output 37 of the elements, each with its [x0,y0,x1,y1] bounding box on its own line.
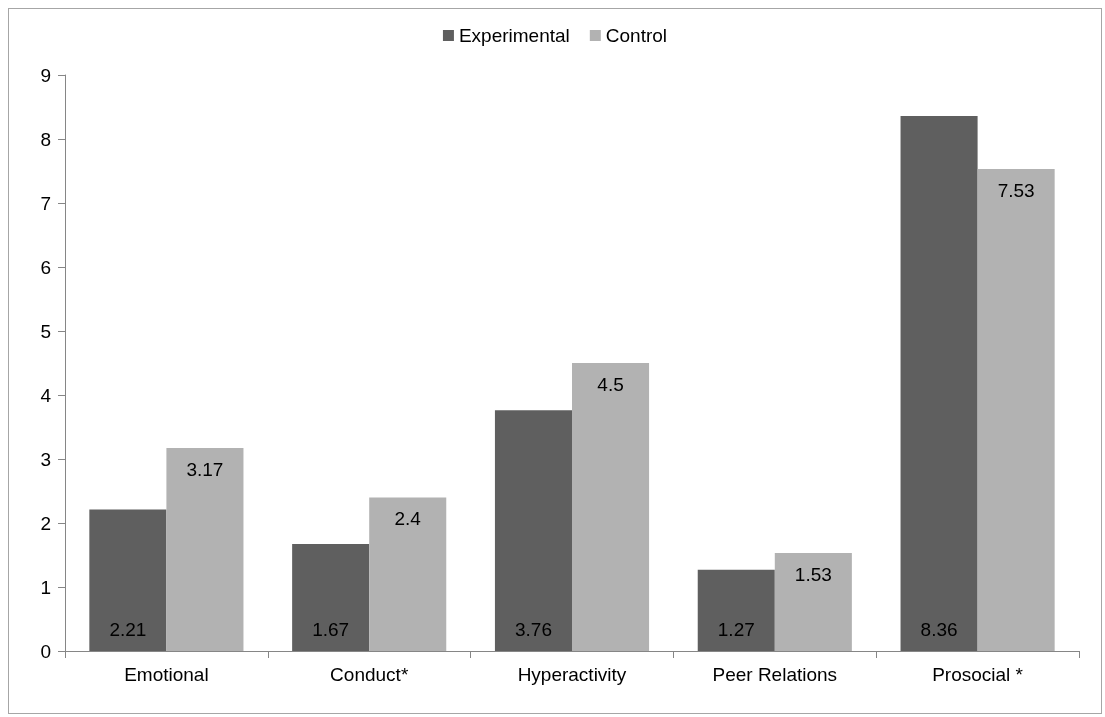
bar [900,115,978,651]
y-tick-label: 5 [40,320,51,342]
bar [292,544,370,651]
bar [494,410,572,651]
x-tick-label: Conduct* [330,664,409,685]
x-tick-label: Prosocial * [932,664,1024,685]
bar [697,569,775,651]
y-tick-label: 8 [40,128,51,150]
bar [369,497,447,651]
data-label: 2.4 [394,508,422,530]
data-label: 2.21 [109,619,147,640]
y-tick-label: 6 [40,256,51,278]
data-label: 1.53 [794,564,832,586]
x-tick-label: Emotional [124,664,209,685]
y-tick-label: 2 [40,512,51,534]
y-tick-label: 0 [40,640,51,662]
bar [166,448,244,651]
data-label: 8.36 [920,619,958,640]
bar [977,169,1055,651]
x-tick-label: Peer Relations [712,664,838,685]
data-label: 3.76 [514,619,552,640]
y-tick-label: 3 [40,448,51,470]
bar [572,363,650,651]
y-tick-label: 1 [40,576,51,598]
legend-label: Control [605,25,668,46]
y-tick-label: 4 [40,384,52,406]
bar [774,553,852,651]
data-label: 1.67 [312,619,350,640]
bar [89,509,167,651]
data-label: 3.17 [186,459,224,481]
y-tick-label: 9 [40,64,51,86]
data-label: 4.5 [597,374,624,395]
data-label: 1.27 [717,619,755,640]
x-tick-label: Hyperactivity [517,664,627,685]
data-label: 7.53 [997,180,1035,202]
legend-label: Experimental [458,25,570,46]
y-tick-label: 7 [40,192,51,214]
